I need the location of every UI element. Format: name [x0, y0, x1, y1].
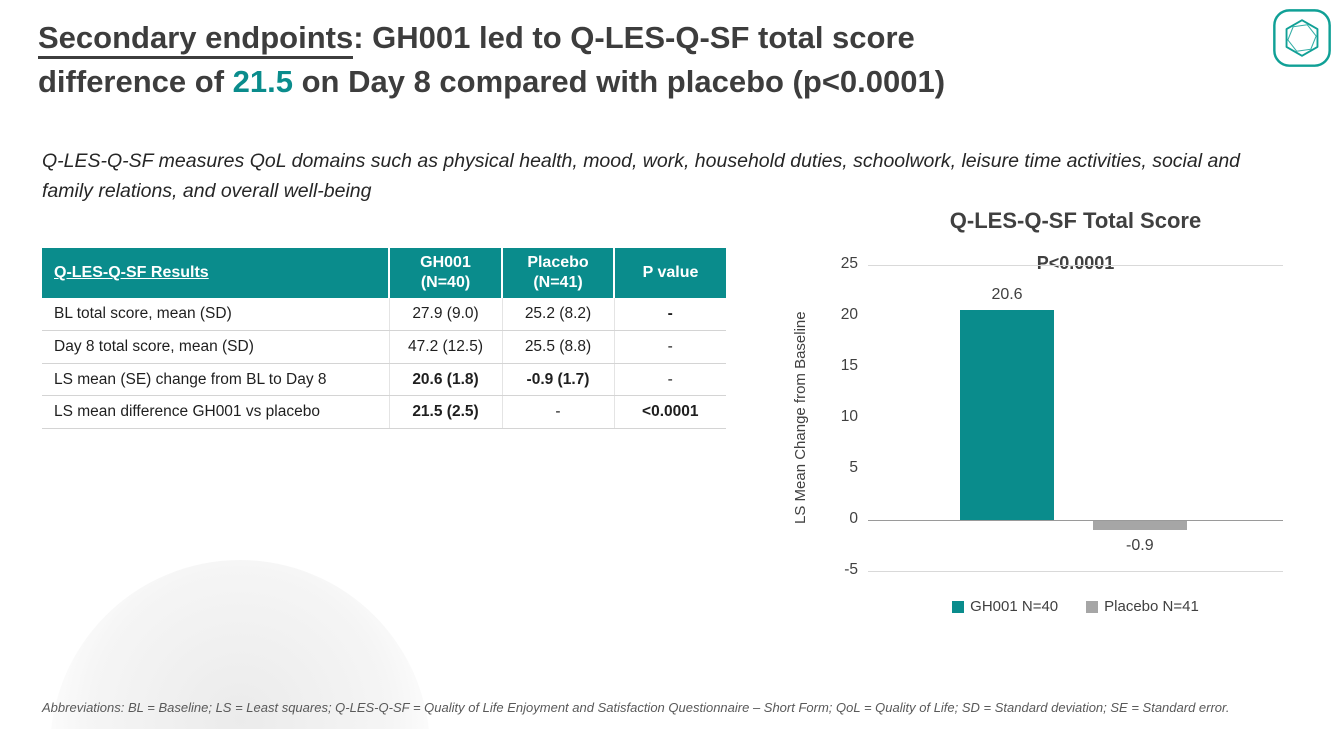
title-text-line2-end: on Day 8 compared with placebo (p<0.0001… [293, 64, 946, 100]
row-label: BL total score, mean (SD) [42, 298, 390, 331]
bar-placebo [1092, 521, 1187, 531]
y-tick-label: 0 [849, 510, 858, 527]
bar-chart: Q-LES-Q-SF Total Score LS Mean Change fr… [790, 202, 1302, 634]
legend-swatch [952, 600, 965, 613]
row-label: LS mean (SE) change from BL to Day 8 [42, 363, 390, 397]
table-row: BL total score, mean (SD) 27.9 (9.0) 25.… [42, 298, 726, 331]
legend-label: Placebo N=41 [1104, 598, 1199, 615]
cell-pvalue: - [614, 363, 726, 397]
row-label: Day 8 total score, mean (SD) [42, 330, 390, 364]
legend-label: GH001 N=40 [970, 598, 1059, 615]
y-tick-label: 20 [840, 306, 858, 323]
x-axis-line [868, 520, 1283, 521]
cell-pvalue: - [614, 298, 726, 331]
column-header-placebo-line2: (N=41) [533, 274, 583, 291]
gridline [868, 265, 1283, 266]
y-tick-label: 15 [840, 357, 858, 374]
legend-item: GH001 N=40 [952, 598, 1058, 615]
column-header-pvalue: P value [614, 248, 726, 298]
gridline [868, 571, 1283, 572]
column-header-results: Q-LES-Q-SF Results [42, 248, 390, 298]
p-value-annotation: P<0.0001 [1036, 253, 1115, 273]
column-header-placebo-line1: Placebo [527, 254, 589, 271]
cell-pvalue: <0.0001 [614, 395, 726, 430]
subtitle: Q-LES-Q-SF measures QoL domains such as … [42, 150, 1241, 203]
cell-placebo: 25.2 (8.2) [502, 298, 615, 331]
table-row: Day 8 total score, mean (SD) 47.2 (12.5)… [42, 330, 726, 364]
row-label: LS mean difference GH001 vs placebo [42, 395, 390, 430]
title-text-line1: : GH001 led to Q-LES-Q-SF total score [353, 20, 915, 55]
table-header-row: Q-LES-Q-SF Results GH001 (N=40) Placebo (N… [42, 248, 726, 298]
y-axis-title: LS Mean Change from Baseline [792, 311, 809, 525]
results-table: Q-LES-Q-SF Results GH001 (N=40) Placebo (N… [42, 248, 726, 430]
footnote: Abbreviations: BL = Baseline; LS = Least… [42, 700, 1230, 715]
cell-gh001: 20.6 (1.8) [389, 363, 503, 397]
bar-value-label: 20.6 [991, 285, 1023, 303]
chart-legend: GH001 N=40 Placebo N=41 [868, 598, 1283, 615]
column-header-results-text: Q-LES-Q-SF Results [54, 264, 209, 281]
y-tick-label: -5 [844, 561, 858, 578]
cell-pvalue: - [614, 330, 726, 364]
bar-value-label: -0.9 [1126, 537, 1154, 555]
page-title: Secondary endpoints: GH001 led to Q-LES-… [38, 16, 1218, 104]
company-logo-icon [1272, 8, 1332, 68]
chart-title: Q-LES-Q-SF Total Score [949, 208, 1202, 233]
title-underlined-text: Secondary endpoints [38, 20, 354, 59]
cell-placebo: 25.5 (8.8) [502, 330, 615, 364]
legend-swatch [1086, 600, 1099, 613]
chart-plot: P<0.0001 25 20 15 10 5 0 -5 20.6 -0.9 [841, 253, 1283, 578]
column-header-gh001-line1: GH001 [420, 254, 471, 271]
cell-placebo: -0.9 (1.7) [502, 363, 615, 397]
bar-gh001 [960, 309, 1055, 520]
y-tick-label: 25 [840, 255, 858, 272]
table-row: LS mean difference GH001 vs placebo 21.5… [42, 395, 726, 430]
y-tick-label: 10 [840, 408, 858, 425]
title-highlight-value: 21.5 [232, 64, 293, 100]
cell-gh001: 47.2 (12.5) [389, 330, 503, 364]
cell-gh001: 27.9 (9.0) [389, 298, 503, 331]
cell-gh001: 21.5 (2.5) [389, 395, 503, 430]
y-tick-label: 5 [849, 459, 858, 476]
legend-item: Placebo N=41 [1086, 598, 1199, 615]
column-header-gh001-line2: (N=40) [420, 274, 471, 291]
cell-placebo: - [502, 395, 615, 430]
column-header-gh001: GH001 (N=40) [389, 248, 503, 298]
title-text-line2: difference of [38, 64, 233, 100]
column-header-placebo: Placebo (N=41) [502, 248, 615, 298]
table-row: LS mean (SE) change from BL to Day 8 20.… [42, 363, 726, 397]
